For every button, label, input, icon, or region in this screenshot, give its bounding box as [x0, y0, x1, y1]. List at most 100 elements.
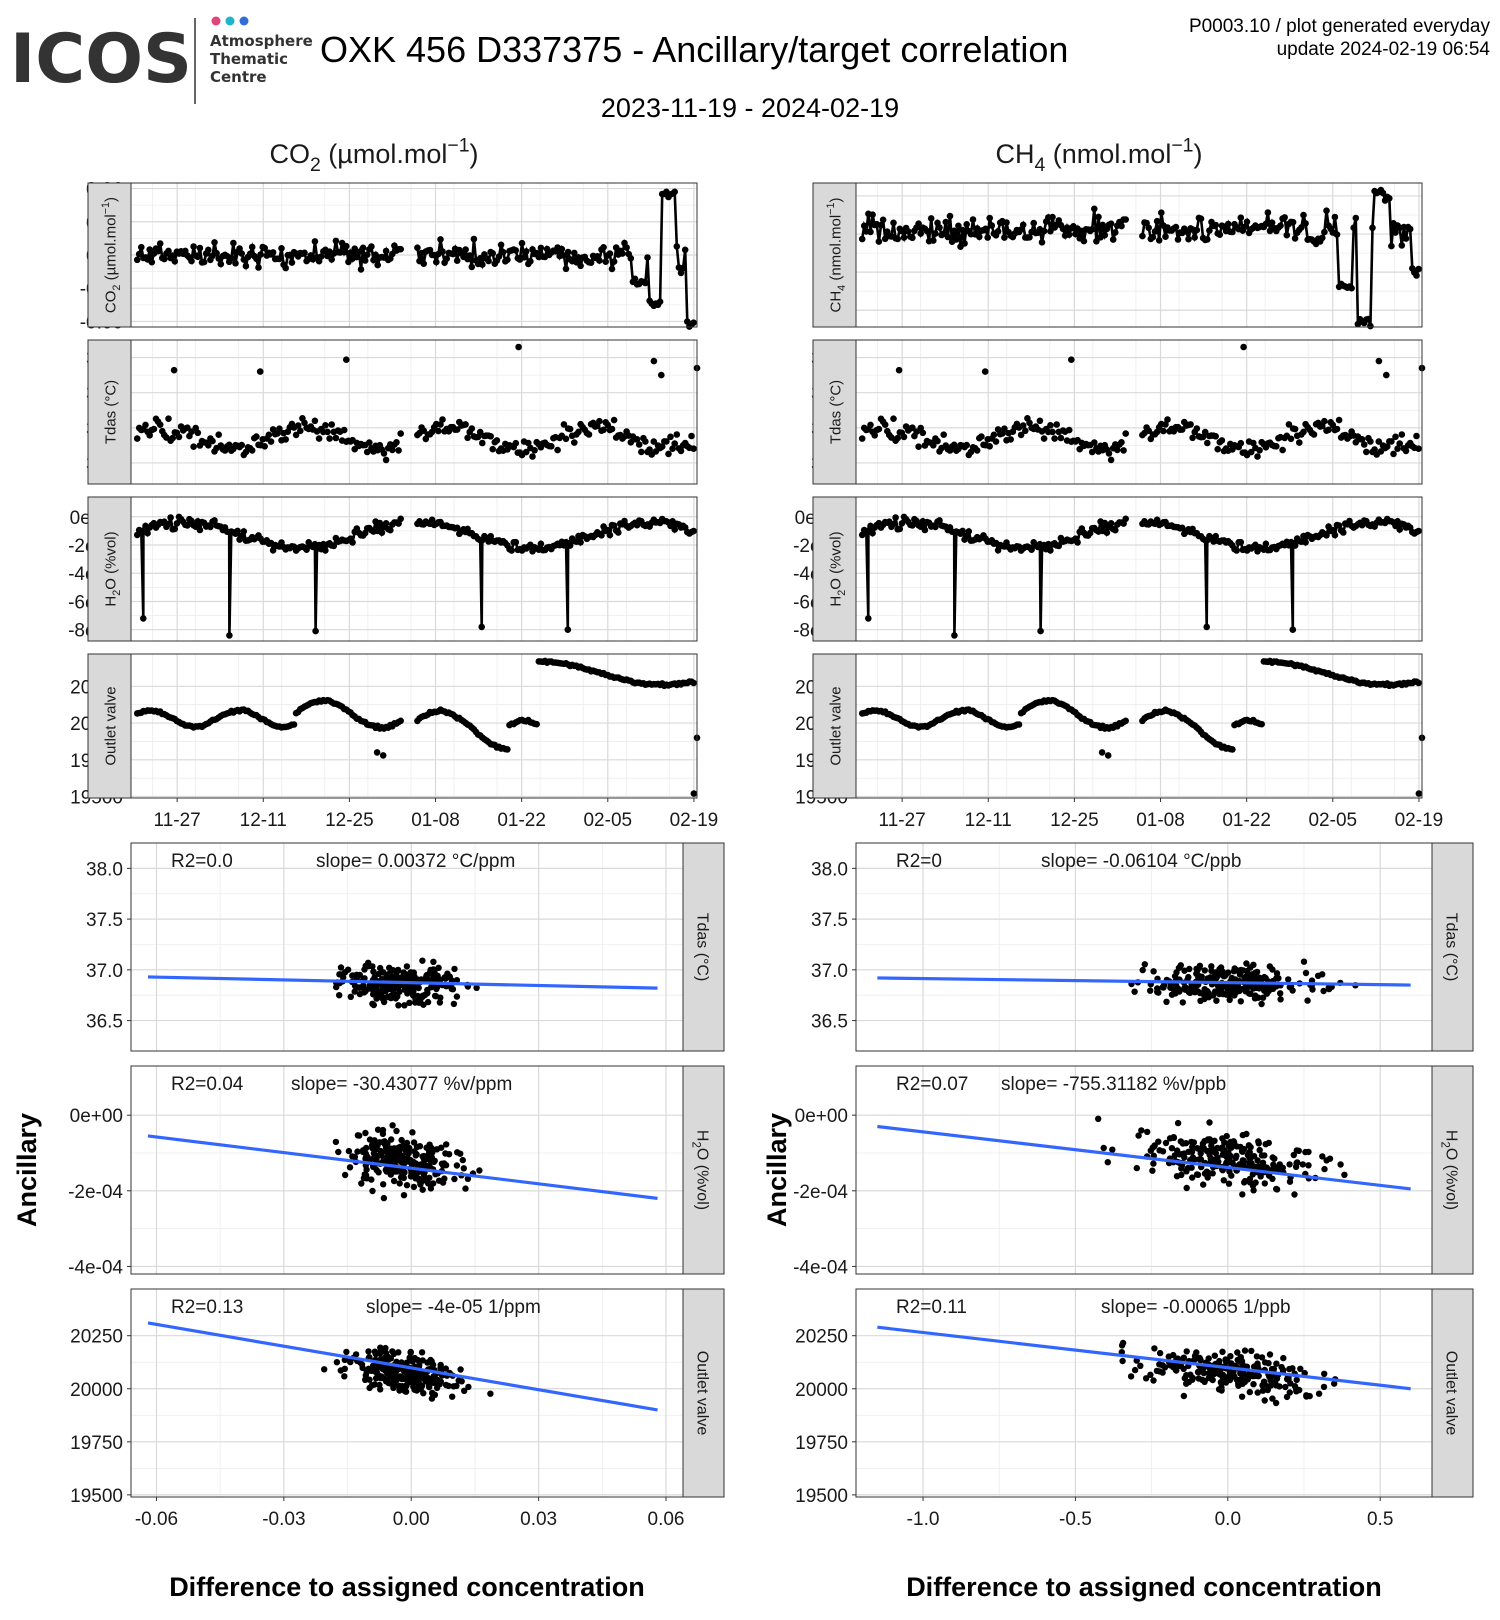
- data-point: [414, 244, 421, 251]
- data-series: [133, 657, 701, 797]
- data-point: [451, 965, 458, 973]
- column-title: CH4 (nmol.mol−1): [995, 135, 1202, 176]
- facet-strip-label-part: H: [828, 596, 845, 607]
- data-point: [355, 248, 363, 256]
- data-point: [473, 984, 480, 991]
- facet-strip-label: Tdas (°C): [1443, 913, 1460, 982]
- data-point: [343, 1348, 350, 1356]
- data-point: [1396, 440, 1403, 447]
- data-point: [1402, 447, 1410, 455]
- data-point: [1341, 1171, 1348, 1179]
- data-point: [1246, 1388, 1254, 1396]
- data-point: [142, 421, 149, 429]
- data-point: [242, 262, 250, 270]
- data-point: [1150, 1377, 1157, 1384]
- data-point: [453, 993, 461, 1000]
- data-point: [1247, 1144, 1254, 1151]
- data-point: [1168, 1145, 1176, 1152]
- data-point: [1133, 1164, 1141, 1172]
- data-point: [424, 998, 432, 1006]
- data-point: [537, 244, 545, 252]
- data-point: [1216, 986, 1223, 993]
- data-point: [363, 1166, 370, 1173]
- data-point: [650, 357, 658, 365]
- data-point: [673, 243, 681, 250]
- data-point: [1267, 1377, 1274, 1384]
- data-point: [387, 1355, 395, 1362]
- data-point: [1280, 1354, 1287, 1362]
- data-point: [146, 432, 153, 439]
- correlation-panel: 0e+00 -2e-04 -4e-04 H2O (%vol) R2=0.04 slope=…: [68, 1065, 725, 1278]
- data-point: [269, 249, 277, 256]
- data-point: [340, 426, 348, 434]
- data-point: [1290, 1151, 1298, 1159]
- data-point: [1225, 1180, 1233, 1187]
- data-point: [1189, 1174, 1196, 1181]
- data-point: [395, 1349, 402, 1356]
- data-point: [1246, 1154, 1253, 1161]
- data-point: [1321, 1370, 1328, 1378]
- data-point: [1231, 992, 1238, 999]
- data-point: [1037, 627, 1044, 635]
- data-point: [1386, 195, 1393, 202]
- data-point: [437, 236, 444, 243]
- data-point: [1263, 990, 1271, 997]
- data-point: [1109, 1146, 1116, 1153]
- facet-strip: [87, 339, 132, 485]
- data-point: [1371, 446, 1378, 453]
- data-point: [1169, 1363, 1177, 1371]
- facet-strip-label-sub: 2: [690, 1141, 702, 1147]
- panel-border: [855, 1288, 1433, 1498]
- logo-dot: [225, 16, 235, 26]
- data-point: [1225, 969, 1232, 976]
- data-series: [133, 513, 697, 639]
- data-point: [1174, 1119, 1182, 1127]
- data-point: [419, 1186, 426, 1193]
- regression-line: [877, 1325, 1411, 1391]
- data-point: [1162, 1139, 1170, 1147]
- data-point: [363, 251, 371, 258]
- data-point: [290, 721, 298, 728]
- data-point: [1223, 1132, 1230, 1140]
- facet-strip: [682, 842, 725, 1052]
- data-point: [1335, 522, 1343, 529]
- data-point: [406, 999, 413, 1006]
- panel-background: [856, 1066, 1432, 1274]
- data-point: [1259, 1159, 1267, 1167]
- column-title-sub: 2: [310, 154, 321, 176]
- data-point: [1261, 973, 1268, 981]
- y-tick-label: 0e+00: [70, 1106, 123, 1127]
- data-point: [401, 1002, 408, 1009]
- data-point: [1269, 1395, 1276, 1402]
- panel-border: [130, 182, 698, 328]
- data-point: [587, 259, 595, 267]
- data-point: [1265, 1360, 1272, 1367]
- logo-subtitle-line2: Thematic: [210, 50, 288, 68]
- data-point: [1247, 990, 1254, 997]
- data-point: [435, 427, 442, 435]
- data-point: [457, 1150, 464, 1157]
- data-point: [1329, 421, 1337, 429]
- data-point: [150, 425, 158, 433]
- data-point: [1273, 443, 1280, 450]
- data-point: [1273, 1382, 1280, 1389]
- data-point: [380, 1156, 387, 1164]
- data-point: [1151, 1345, 1158, 1352]
- data-point: [1189, 434, 1196, 442]
- data-point: [1057, 434, 1065, 442]
- data-point: [1273, 970, 1281, 977]
- data-point: [1367, 438, 1374, 445]
- data-point: [497, 241, 505, 249]
- data-point: [690, 790, 698, 797]
- x-tick-label: 01-08: [411, 810, 460, 831]
- facet-strip-label-sub: 2: [836, 590, 848, 596]
- data-point: [1289, 626, 1297, 633]
- data-point: [631, 275, 639, 283]
- data-point: [946, 212, 954, 220]
- y-tick-label: 38.0: [811, 859, 848, 880]
- data-point: [453, 426, 461, 433]
- data-point: [1249, 1171, 1257, 1178]
- data-point: [1350, 224, 1357, 231]
- data-point: [1001, 425, 1008, 433]
